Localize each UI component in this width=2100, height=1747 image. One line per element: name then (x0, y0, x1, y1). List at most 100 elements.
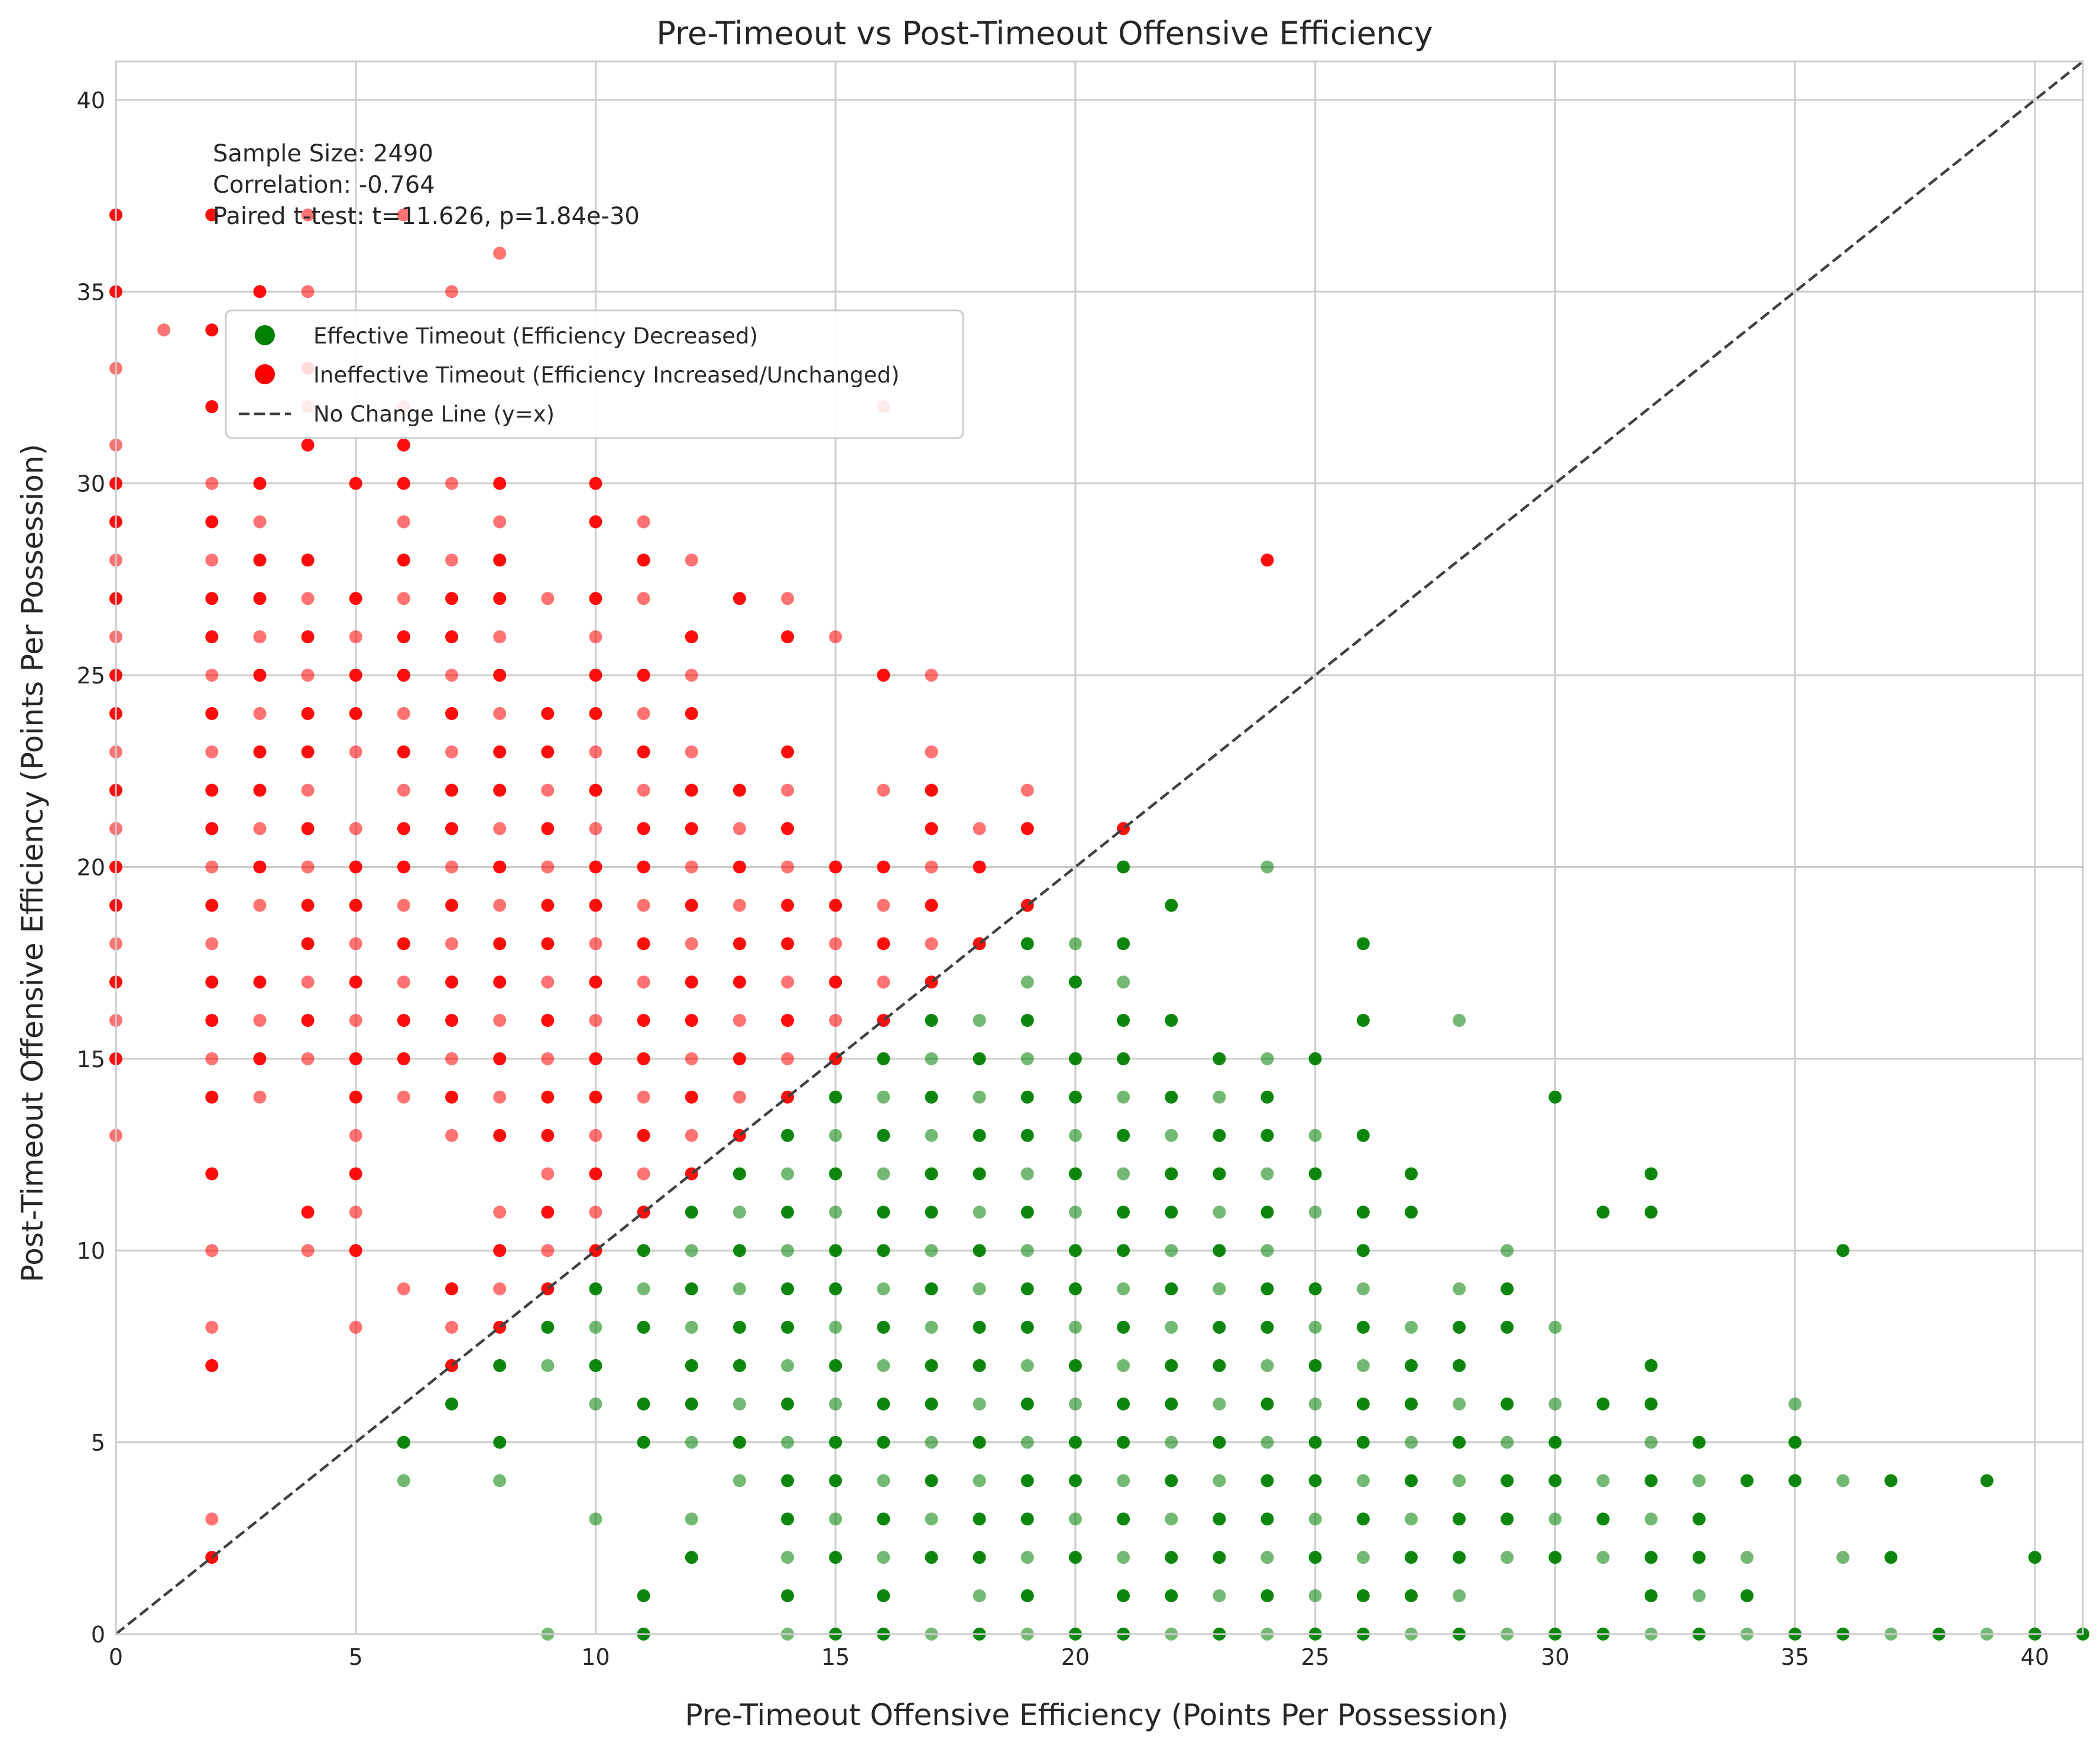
ineffective-point (541, 1129, 555, 1142)
ineffective-point (397, 477, 410, 490)
ineffective-point (397, 745, 410, 759)
ineffective-point (541, 745, 555, 759)
ineffective-point (589, 745, 602, 759)
ineffective-point (253, 1090, 267, 1104)
effective-point (925, 1090, 938, 1104)
ineffective-point (493, 783, 507, 797)
effective-point (973, 1397, 986, 1411)
ineffective-point (253, 515, 267, 529)
effective-point (1453, 1589, 1466, 1603)
ineffective-point (205, 1359, 219, 1372)
effective-point (925, 1052, 938, 1065)
ineffective-point (685, 975, 698, 989)
effective-point (1404, 1167, 1418, 1181)
chart-title: Pre-Timeout vs Post-Timeout Offensive Ef… (656, 15, 1433, 52)
effective-point (781, 1435, 795, 1449)
ineffective-point (493, 1205, 507, 1219)
effective-point (1596, 1512, 1610, 1526)
effective-point (1788, 1397, 1802, 1411)
ineffective-point (349, 745, 362, 759)
effective-point (493, 1359, 507, 1372)
ineffective-point (637, 860, 650, 874)
effective-point (781, 1167, 795, 1181)
effective-point (1404, 1512, 1418, 1526)
ineffective-point (493, 1052, 507, 1065)
effective-point (1213, 1512, 1226, 1526)
effective-point (781, 1359, 795, 1372)
ineffective-point (445, 630, 459, 644)
ineffective-point (397, 975, 410, 989)
effective-point (1213, 1474, 1226, 1487)
ineffective-point (397, 438, 410, 452)
ineffective-point (397, 706, 410, 720)
effective-point (1260, 1551, 1274, 1564)
ineffective-point (877, 669, 890, 682)
effective-point (1165, 1282, 1178, 1296)
legend-label-effective: Effective Timeout (Efficiency Decreased) (313, 323, 758, 349)
ineffective-point (541, 975, 555, 989)
ineffective-point (829, 937, 842, 951)
ineffective-point (685, 1129, 698, 1142)
effective-point (1213, 1244, 1226, 1257)
ineffective-point (445, 592, 459, 605)
effective-point (637, 1435, 650, 1449)
ineffective-point (349, 1013, 362, 1027)
effective-point (1788, 1435, 1802, 1449)
ineffective-point (493, 1090, 507, 1104)
effective-point (1548, 1397, 1562, 1411)
effective-point (1260, 1397, 1274, 1411)
effective-point (877, 1090, 890, 1104)
ineffective-point (301, 1013, 315, 1027)
ineffective-point (589, 860, 602, 874)
effective-point (397, 1435, 410, 1449)
ineffective-point (493, 630, 507, 644)
ineffective-point (541, 1052, 555, 1065)
ineffective-point (589, 669, 602, 682)
ineffective-point (637, 822, 650, 835)
effective-point (829, 1090, 842, 1104)
ineffective-point (685, 745, 698, 759)
effective-point (1213, 1320, 1226, 1334)
effective-point (733, 1282, 746, 1296)
ineffective-point (493, 745, 507, 759)
effective-point (829, 1435, 842, 1449)
ineffective-point (301, 285, 315, 299)
effective-point (1020, 1205, 1034, 1219)
effective-point (1068, 1282, 1082, 1296)
ineffective-point (349, 1244, 362, 1257)
points-layer (109, 208, 2089, 1641)
ineffective-point (925, 860, 938, 874)
ineffective-point (397, 1052, 410, 1065)
effective-point (1117, 1167, 1130, 1181)
effective-point (925, 1013, 938, 1027)
effective-point (493, 1474, 507, 1487)
x-axis-label: Pre-Timeout Offensive Efficiency (Points… (685, 1698, 1508, 1732)
ineffective-point (589, 899, 602, 912)
effective-point (589, 1320, 602, 1334)
ineffective-point (541, 899, 555, 912)
effective-point (1165, 1589, 1178, 1603)
ineffective-point (589, 592, 602, 605)
effective-point (637, 1244, 650, 1257)
ineffective-point (589, 975, 602, 989)
ineffective-point (349, 860, 362, 874)
effective-point (1404, 1359, 1418, 1372)
effective-point (1836, 1551, 1850, 1564)
effective-point (1165, 1013, 1178, 1027)
ineffective-point (301, 937, 315, 951)
ineffective-point (541, 1090, 555, 1104)
x-tick-label: 15 (821, 1644, 850, 1670)
ineffective-point (733, 783, 746, 797)
effective-point (1068, 937, 1082, 951)
effective-point (1020, 1052, 1034, 1065)
ineffective-point (253, 899, 267, 912)
ineffective-point (205, 860, 219, 874)
effective-point (1260, 1589, 1274, 1603)
effective-point (1501, 1282, 1514, 1296)
effective-point (1020, 1397, 1034, 1411)
ineffective-point (253, 553, 267, 567)
effective-point (1020, 1244, 1034, 1257)
effective-point (589, 1397, 602, 1411)
effective-point (1165, 1359, 1178, 1372)
